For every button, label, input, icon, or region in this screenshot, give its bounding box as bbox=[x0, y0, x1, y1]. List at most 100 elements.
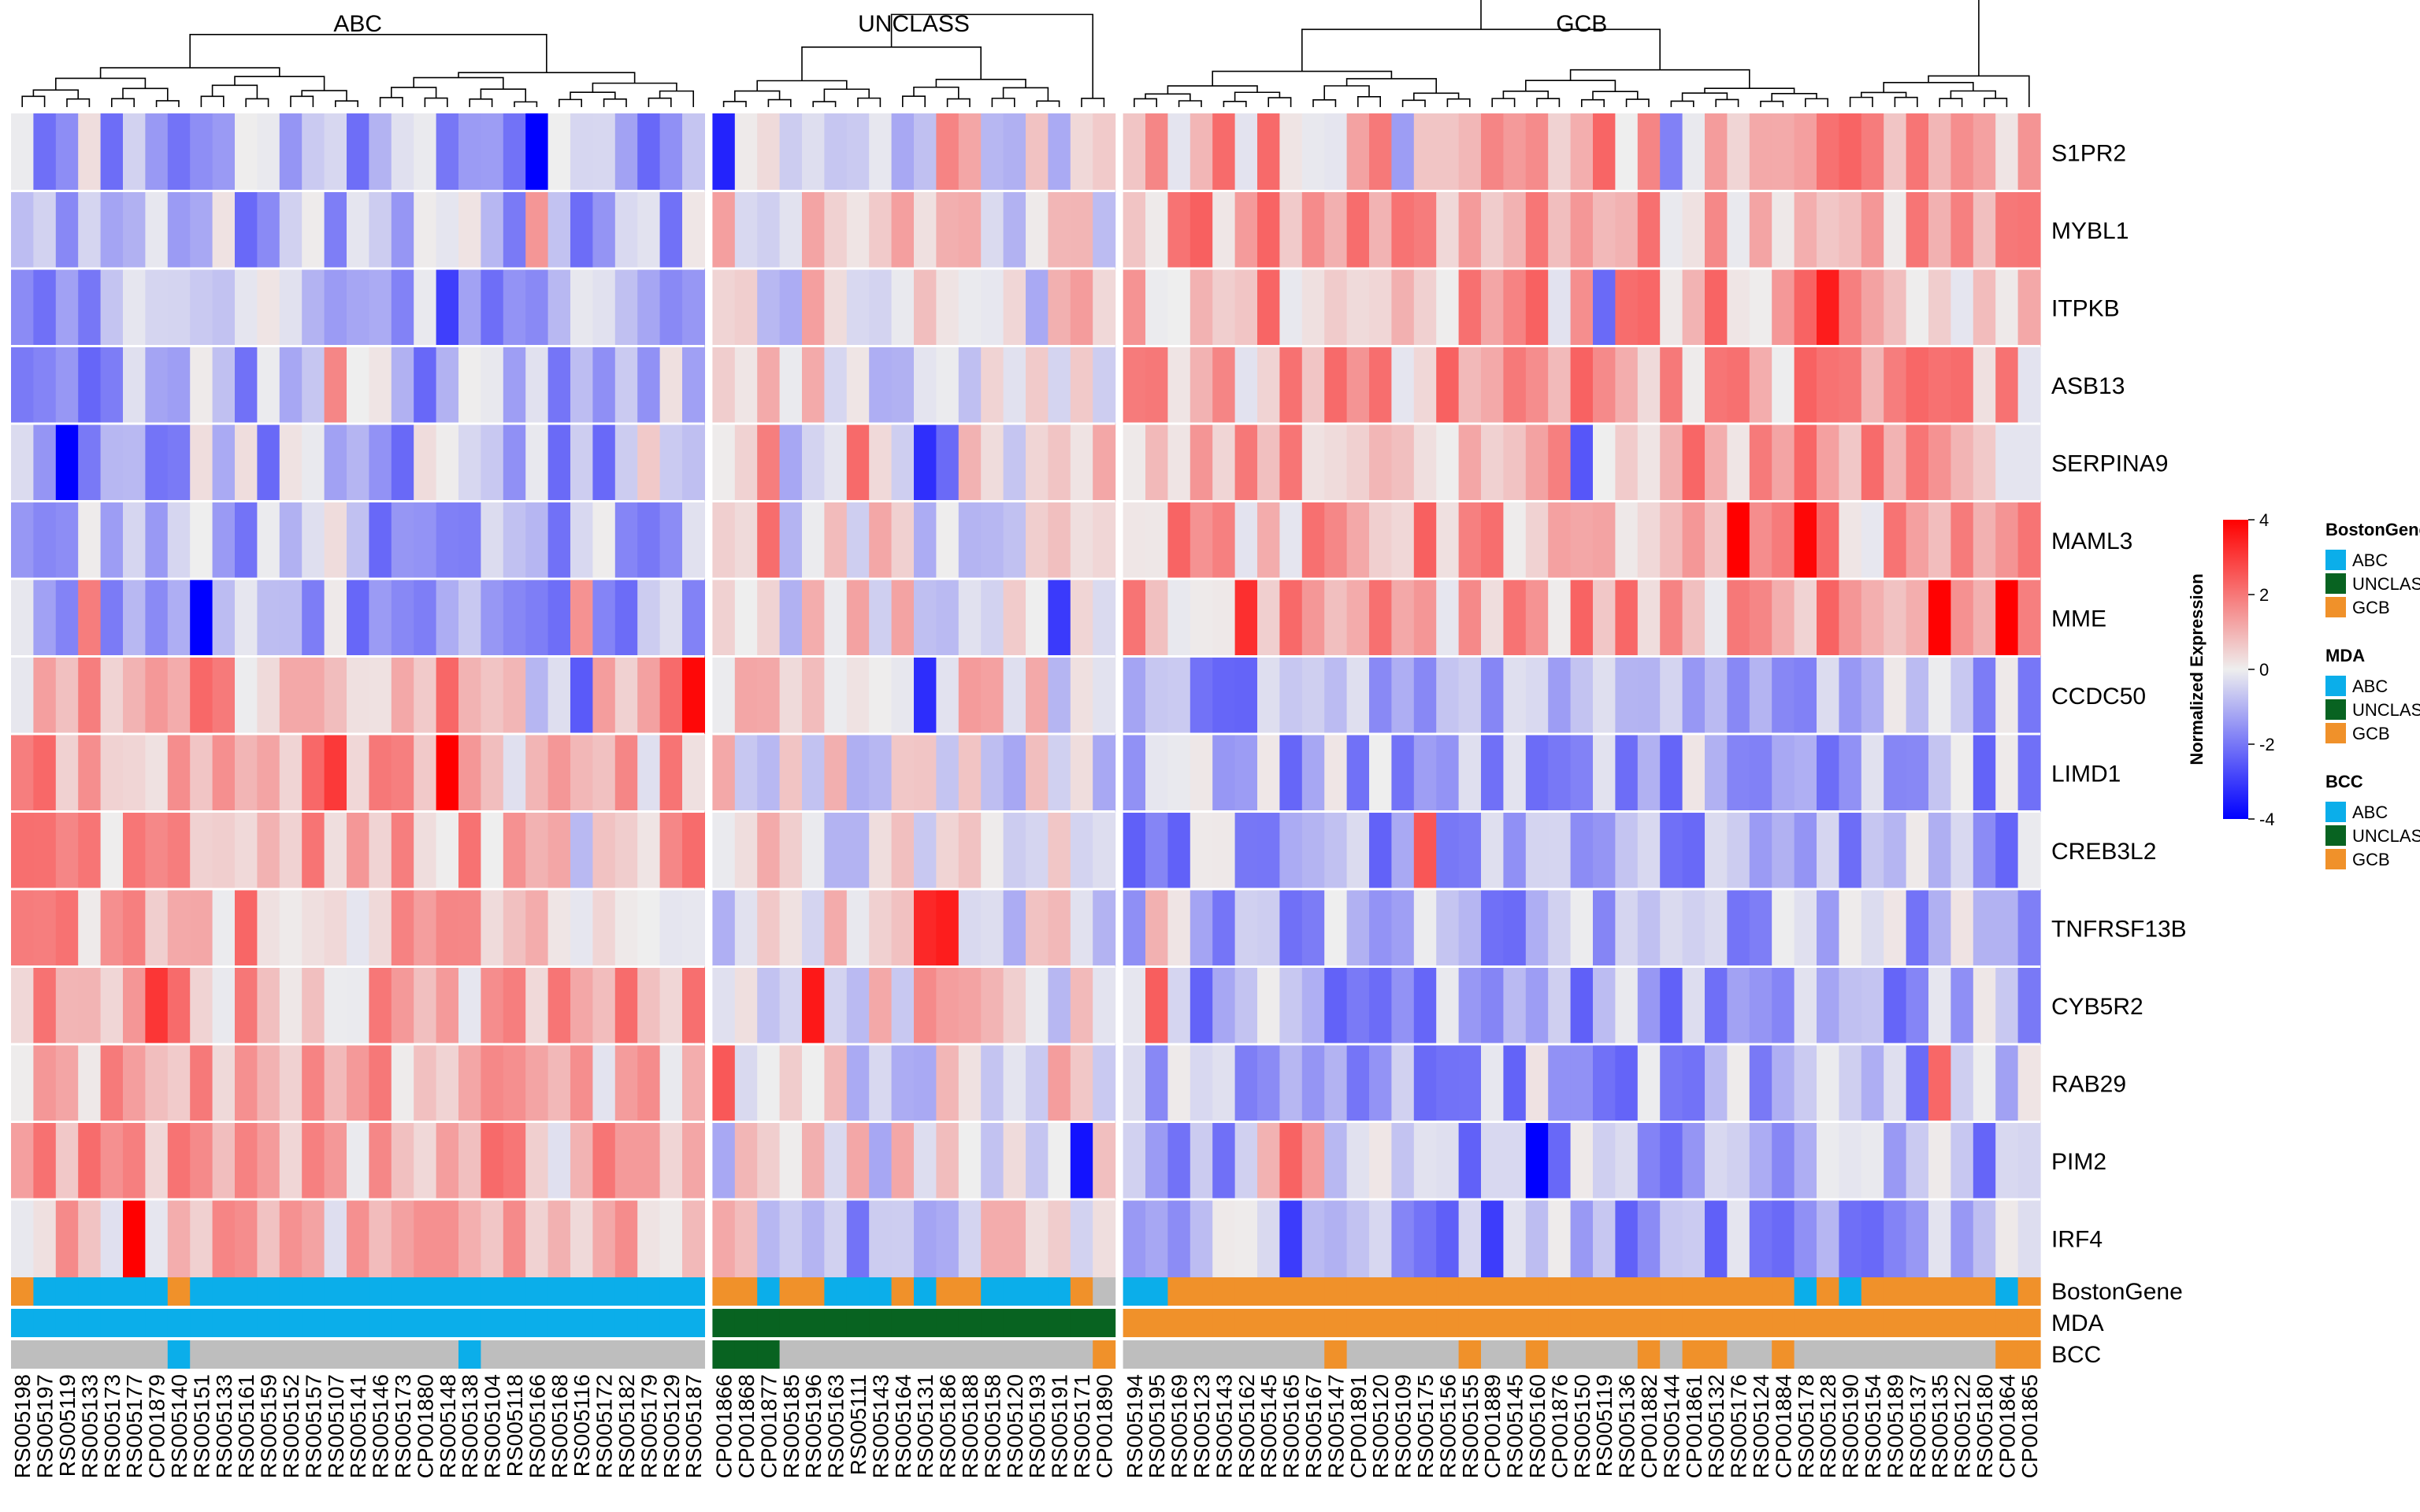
heatmap-cell bbox=[1458, 269, 1482, 347]
annotation-cell-bcc bbox=[190, 1340, 213, 1369]
legend-item-label: UNCLASS bbox=[2352, 700, 2420, 720]
heatmap-cell bbox=[1123, 656, 1146, 735]
heatmap-cell bbox=[757, 1199, 781, 1278]
heatmap-cell bbox=[436, 1121, 459, 1200]
heatmap-cell bbox=[347, 424, 369, 502]
heatmap-cell bbox=[802, 191, 825, 269]
heatmap-cell bbox=[1906, 346, 1929, 424]
heatmap-cell bbox=[1817, 501, 1839, 580]
heatmap-cell bbox=[682, 424, 705, 502]
heatmap-cell bbox=[1503, 501, 1527, 580]
heatmap-cell bbox=[614, 966, 638, 1045]
heatmap-cell bbox=[1279, 1044, 1303, 1123]
annotation-cell-bostongene bbox=[869, 1277, 893, 1306]
dendrogram-branch bbox=[1805, 98, 1828, 107]
heatmap-cell bbox=[481, 1044, 504, 1123]
heatmap-cell bbox=[1973, 656, 1996, 735]
heatmap-cell bbox=[347, 113, 369, 192]
heatmap-cell bbox=[1234, 656, 1258, 735]
heatmap-cell bbox=[100, 889, 124, 968]
heatmap-cell bbox=[212, 501, 236, 580]
heatmap-cell bbox=[1070, 1121, 1093, 1200]
annotation-cell-bcc bbox=[846, 1340, 870, 1369]
heatmap-cell bbox=[981, 1199, 1004, 1278]
heatmap-cell bbox=[1123, 579, 1146, 658]
annotation-cell-mda bbox=[123, 1309, 146, 1337]
heatmap-cell bbox=[1682, 424, 1706, 502]
sample-label: RS005141 bbox=[346, 1374, 370, 1478]
heatmap-cell bbox=[391, 269, 414, 347]
heatmap-cell bbox=[1026, 1121, 1049, 1200]
heatmap-cell bbox=[2017, 191, 2041, 269]
heatmap-cell bbox=[547, 1121, 571, 1200]
heatmap-cell bbox=[1794, 966, 1817, 1045]
heatmap-cell bbox=[11, 579, 34, 658]
annotation-cell-bcc bbox=[1861, 1340, 1884, 1369]
heatmap-cell bbox=[1682, 579, 1706, 658]
annotation-cell-bostongene bbox=[757, 1277, 781, 1306]
heatmap-cell bbox=[1301, 424, 1325, 502]
heatmap-cell bbox=[1346, 579, 1370, 658]
annotation-cell-mda bbox=[1070, 1309, 1093, 1337]
heatmap-cell bbox=[1615, 346, 1639, 424]
legend-group-title: MDA bbox=[2325, 646, 2365, 665]
heatmap-cell bbox=[1003, 424, 1026, 502]
heatmap-cell bbox=[1548, 734, 1572, 813]
annotation-cell-bcc bbox=[1458, 1340, 1482, 1369]
heatmap-cell bbox=[458, 269, 481, 347]
heatmap-cell bbox=[1324, 191, 1348, 269]
heatmap-cell bbox=[659, 889, 683, 968]
heatmap-cell bbox=[1637, 1044, 1661, 1123]
heatmap-cell bbox=[592, 579, 616, 658]
sample-label: RS005173 bbox=[391, 1374, 415, 1478]
dendrogram-branch bbox=[801, 46, 982, 81]
heatmap-cell bbox=[167, 424, 191, 502]
heatmap-cell bbox=[1973, 191, 1996, 269]
heatmap-cell bbox=[936, 269, 959, 347]
annotation-cell-bostongene bbox=[33, 1277, 57, 1306]
heatmap-cell bbox=[167, 501, 191, 580]
heatmap-cell bbox=[1995, 966, 2019, 1045]
heatmap-cell bbox=[1570, 424, 1594, 502]
heatmap-cell bbox=[167, 579, 191, 658]
heatmap-cell bbox=[1749, 113, 1772, 192]
heatmap-cell bbox=[1458, 424, 1482, 502]
heatmap-cell bbox=[33, 501, 57, 580]
heatmap-cell bbox=[1070, 269, 1093, 347]
gene-label: MAML3 bbox=[2051, 528, 2132, 554]
heatmap-cell bbox=[1190, 113, 1213, 192]
heatmap-cell bbox=[1458, 1044, 1482, 1123]
heatmap-cell bbox=[347, 656, 369, 735]
sample-label: RS005118 bbox=[503, 1374, 527, 1477]
heatmap-cell bbox=[1705, 1199, 1728, 1278]
heatmap-cell bbox=[347, 346, 369, 424]
heatmap-cell bbox=[1660, 501, 1683, 580]
heatmap-cell bbox=[1458, 501, 1482, 580]
sample-label: RS005124 bbox=[1749, 1374, 1773, 1478]
annotation-cell-bostongene bbox=[1637, 1277, 1661, 1306]
heatmap-cell bbox=[570, 889, 593, 968]
dendrogram-branch bbox=[1323, 85, 1370, 100]
heatmap-cell bbox=[481, 346, 504, 424]
heatmap-cell bbox=[2017, 501, 2041, 580]
annotation-cell-mda bbox=[100, 1309, 124, 1337]
heatmap-cell bbox=[1884, 501, 1907, 580]
annotation-cell-bostongene bbox=[503, 1277, 526, 1306]
heatmap-cell bbox=[279, 1121, 302, 1200]
annotation-cell-bcc bbox=[1145, 1340, 1168, 1369]
annotation-cell-bostongene bbox=[1660, 1277, 1683, 1306]
heatmap-cell bbox=[1026, 889, 1049, 968]
legend-swatch bbox=[2325, 597, 2346, 617]
sample-label: RS005119 bbox=[1592, 1374, 1616, 1477]
heatmap-cell bbox=[1861, 424, 1884, 502]
dendrogram-branch bbox=[1939, 98, 1963, 107]
heatmap-cell bbox=[436, 811, 459, 890]
heatmap-cell bbox=[2017, 889, 2041, 968]
heatmap-cell bbox=[1906, 579, 1929, 658]
heatmap-cell bbox=[212, 1121, 236, 1200]
heatmap-cell bbox=[547, 1199, 571, 1278]
annotation-cell-mda bbox=[846, 1309, 870, 1337]
heatmap-cell bbox=[1070, 656, 1093, 735]
heatmap-cell bbox=[914, 579, 937, 658]
heatmap-cell bbox=[11, 1199, 34, 1278]
